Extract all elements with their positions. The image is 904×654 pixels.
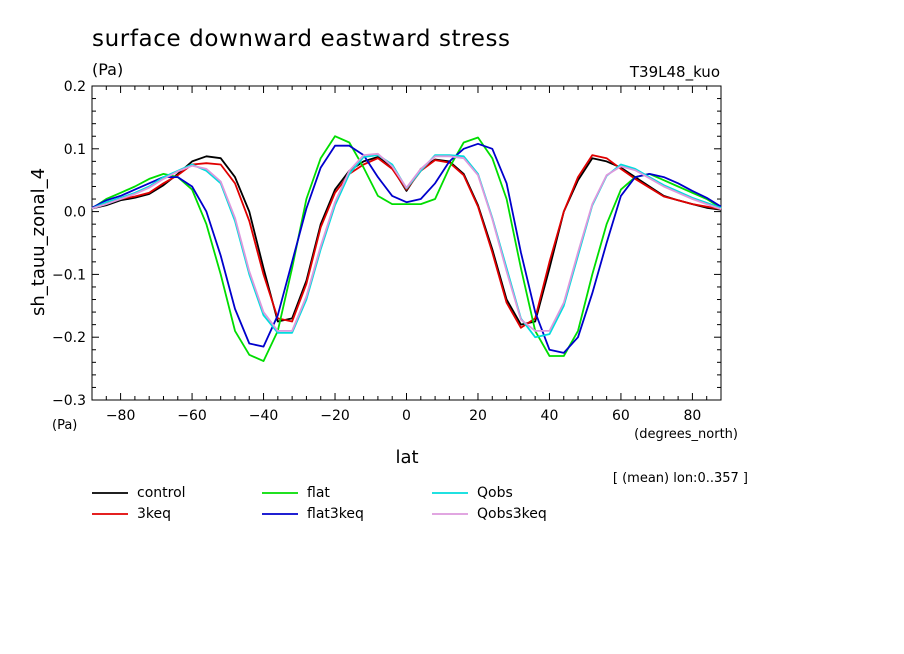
legend-label-control: control xyxy=(137,485,186,501)
plot-frame xyxy=(91,85,722,401)
x-tick-label: 40 xyxy=(541,408,559,424)
legend-label-flat: flat xyxy=(307,485,330,501)
run-label: T39L48_kuo xyxy=(629,63,720,82)
x-tick-label: −80 xyxy=(106,408,136,424)
x-tick-label: −20 xyxy=(320,408,350,424)
series-line-flat xyxy=(91,135,722,363)
series-line-flat3keq xyxy=(91,142,722,354)
x-axis-label: lat xyxy=(395,447,418,468)
y-tick-label: −0.2 xyxy=(52,330,86,346)
series-lines xyxy=(91,135,722,363)
y-axis-units: (Pa) xyxy=(52,418,77,433)
legend-label-Qobs3keq: Qobs3keq xyxy=(477,506,547,522)
x-axis: −80 −60 −40 −20 0 20 40 60 80 xyxy=(91,86,722,424)
legend: control 3keq flat flat3keq Qobs Qobs3keq xyxy=(92,485,547,522)
x-tick-label: −60 xyxy=(177,408,207,424)
chart-title: surface downward eastward stress xyxy=(92,26,511,52)
y-tick-label: −0.1 xyxy=(52,267,86,283)
x-tick-label: 80 xyxy=(683,408,701,424)
title-units: (Pa) xyxy=(92,60,123,79)
legend-label-Qobs: Qobs xyxy=(477,485,513,501)
y-tick-label: 0.0 xyxy=(64,205,86,221)
x-tick-label: −40 xyxy=(249,408,279,424)
x-tick-label: 0 xyxy=(402,408,411,424)
y-axis-label: sh_tauu_zonal_4 xyxy=(28,168,49,316)
x-axis-units: (degrees_north) xyxy=(634,427,738,442)
plot-area xyxy=(91,85,722,401)
x-tick-label: 60 xyxy=(612,408,630,424)
y-tick-label: −0.3 xyxy=(52,393,86,409)
y-axis: −0.3 −0.2 −0.1 0.0 0.1 0.2 xyxy=(52,79,721,409)
x-tick-label: 20 xyxy=(469,408,487,424)
series-line-3keq xyxy=(91,154,722,329)
footnote: [ (mean) lon:0..357 ] xyxy=(613,471,748,486)
y-tick-label: 0.2 xyxy=(64,79,86,95)
y-tick-label: 0.1 xyxy=(64,142,86,158)
series-line-control xyxy=(91,155,722,326)
legend-label-flat3keq: flat3keq xyxy=(307,506,364,522)
legend-label-3keq: 3keq xyxy=(137,506,171,522)
series-line-Qobs3keq xyxy=(91,152,722,332)
